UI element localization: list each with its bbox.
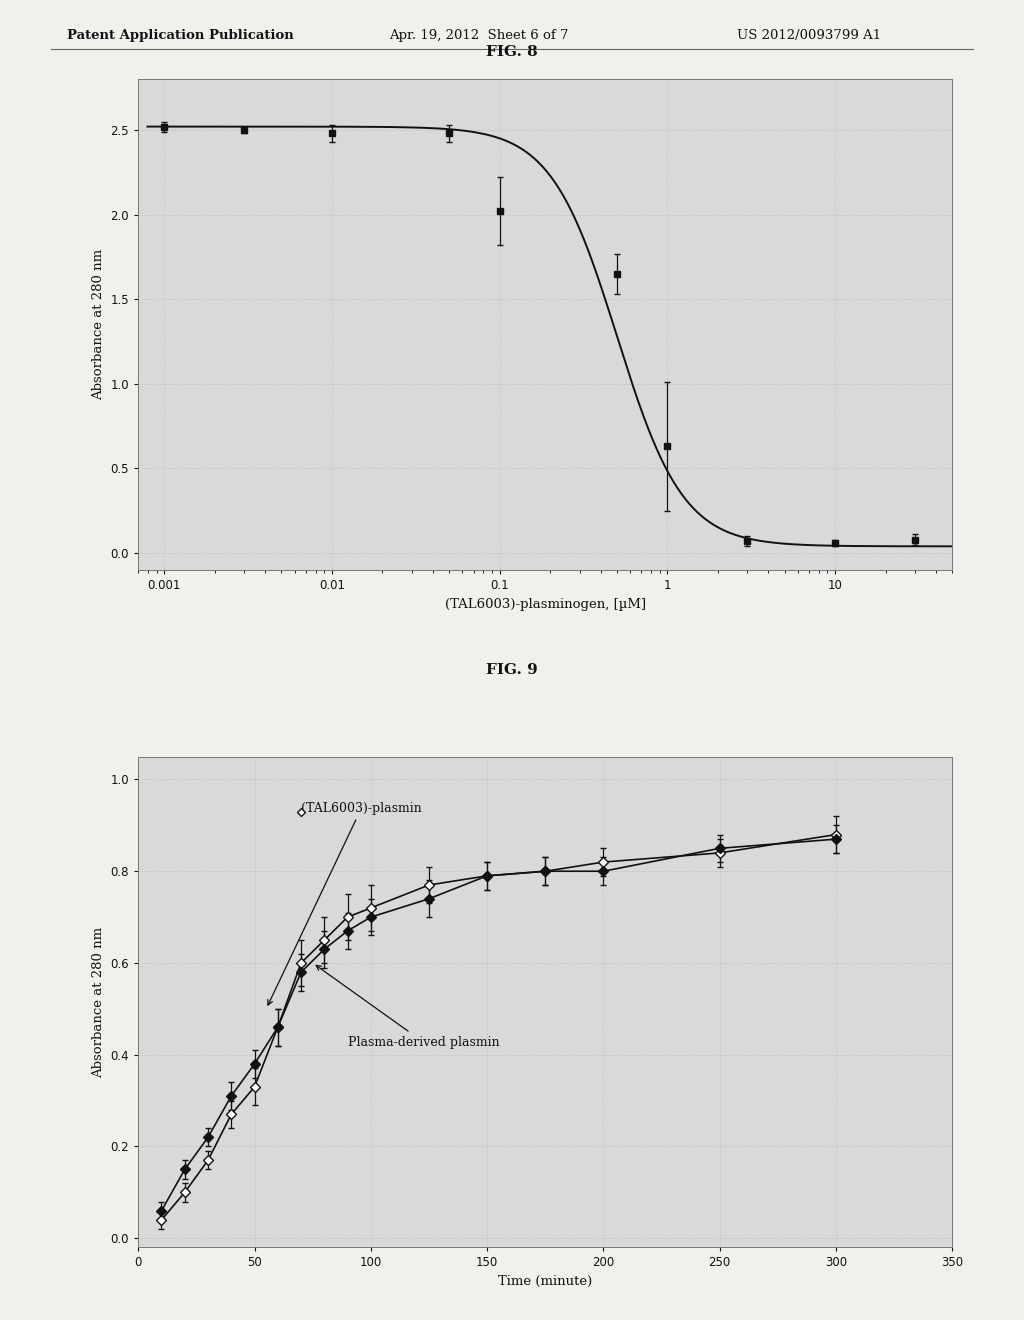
Text: Apr. 19, 2012  Sheet 6 of 7: Apr. 19, 2012 Sheet 6 of 7 xyxy=(389,29,568,42)
X-axis label: (TAL6003)-plasminogen, [µM]: (TAL6003)-plasminogen, [µM] xyxy=(444,598,646,611)
Y-axis label: Absorbance at 280 nm: Absorbance at 280 nm xyxy=(92,927,105,1077)
Text: Patent Application Publication: Patent Application Publication xyxy=(67,29,293,42)
Text: FIG. 8: FIG. 8 xyxy=(486,45,538,59)
Y-axis label: Absorbance at 280 nm: Absorbance at 280 nm xyxy=(92,249,105,400)
Text: FIG. 9: FIG. 9 xyxy=(486,663,538,677)
X-axis label: Time (minute): Time (minute) xyxy=(498,1275,593,1288)
Text: (TAL6003)-plasmin: (TAL6003)-plasmin xyxy=(268,801,422,1005)
Text: Plasma-derived plasmin: Plasma-derived plasmin xyxy=(316,965,499,1048)
Text: US 2012/0093799 A1: US 2012/0093799 A1 xyxy=(737,29,882,42)
